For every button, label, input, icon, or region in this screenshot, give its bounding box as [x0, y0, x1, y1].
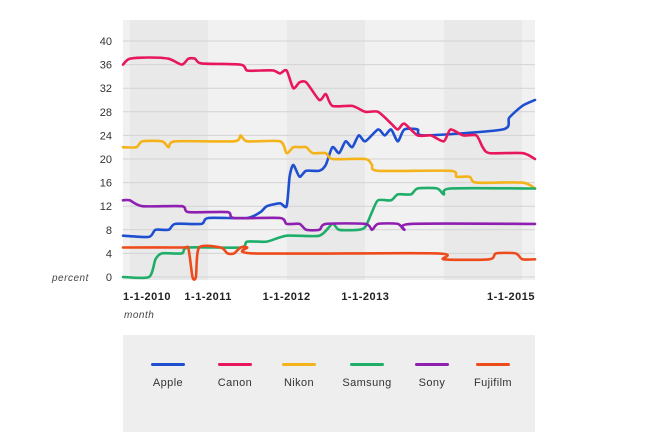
year-band	[522, 20, 535, 280]
y-tick-labels: 0 4 8 12 16 20 24 28 32 36 40	[100, 36, 112, 284]
y-tick-label: 16	[100, 178, 112, 190]
legend-item-fujifilm: Fujifilm	[458, 363, 528, 389]
y-tick-label: 32	[100, 83, 112, 95]
x-tick-label: 1-1-2015	[487, 291, 535, 303]
legend-label: Canon	[217, 377, 253, 389]
legend-label: Apple	[152, 377, 184, 389]
y-tick-label: 12	[100, 201, 112, 213]
legend-item-canon: Canon	[200, 363, 270, 389]
legend-swatch	[350, 363, 384, 366]
legend-swatch	[218, 363, 252, 366]
series-line-fujifilm	[121, 244, 537, 281]
legend-swatch	[415, 363, 449, 366]
x-tick-label: 1-1-2012	[263, 291, 311, 303]
legend-label: Fujifilm	[473, 377, 513, 389]
x-axis-label: month	[124, 310, 154, 321]
y-tick-label: 20	[100, 154, 112, 166]
legend-swatch	[476, 363, 510, 366]
y-tick-label: 24	[100, 130, 112, 142]
legend-label: Nikon	[283, 377, 315, 389]
legend-item-apple: Apple	[133, 363, 203, 389]
y-axis-label: percent	[51, 273, 90, 284]
y-tick-label: 40	[100, 36, 112, 48]
legend: Apple Canon Nikon Samsung Sony Fujifilm	[123, 335, 535, 432]
legend-swatch	[151, 363, 185, 366]
y-tick-label: 36	[100, 60, 112, 72]
series-line-samsung	[121, 186, 537, 280]
legend-item-samsung: Samsung	[332, 363, 402, 389]
legend-label: Samsung	[342, 377, 392, 389]
x-tick-label: 1-1-2010	[123, 291, 171, 303]
y-tick-label: 4	[106, 248, 112, 260]
background-bands	[123, 20, 535, 280]
series-line-canon	[121, 56, 537, 161]
series-line-nikon	[121, 134, 537, 190]
series-line-sony	[121, 198, 537, 232]
x-tick-labels: 1-1-2010 1-1-2011 1-1-2012 1-1-2013 1-1-2015	[123, 291, 535, 303]
year-band	[365, 20, 444, 280]
legend-item-sony: Sony	[397, 363, 467, 389]
year-band	[286, 20, 366, 280]
legend-item-nikon: Nikon	[264, 363, 334, 389]
y-tick-label: 28	[100, 107, 112, 119]
y-tick-label: 0	[106, 272, 112, 284]
y-tick-label: 8	[106, 225, 112, 237]
x-tick-label: 1-1-2013	[341, 291, 389, 303]
series-lines	[121, 56, 537, 281]
legend-label: Sony	[418, 377, 446, 389]
x-tick-label: 1-1-2011	[184, 291, 231, 303]
gridlines	[123, 40, 535, 278]
year-band	[123, 20, 130, 280]
legend-swatch	[282, 363, 316, 366]
